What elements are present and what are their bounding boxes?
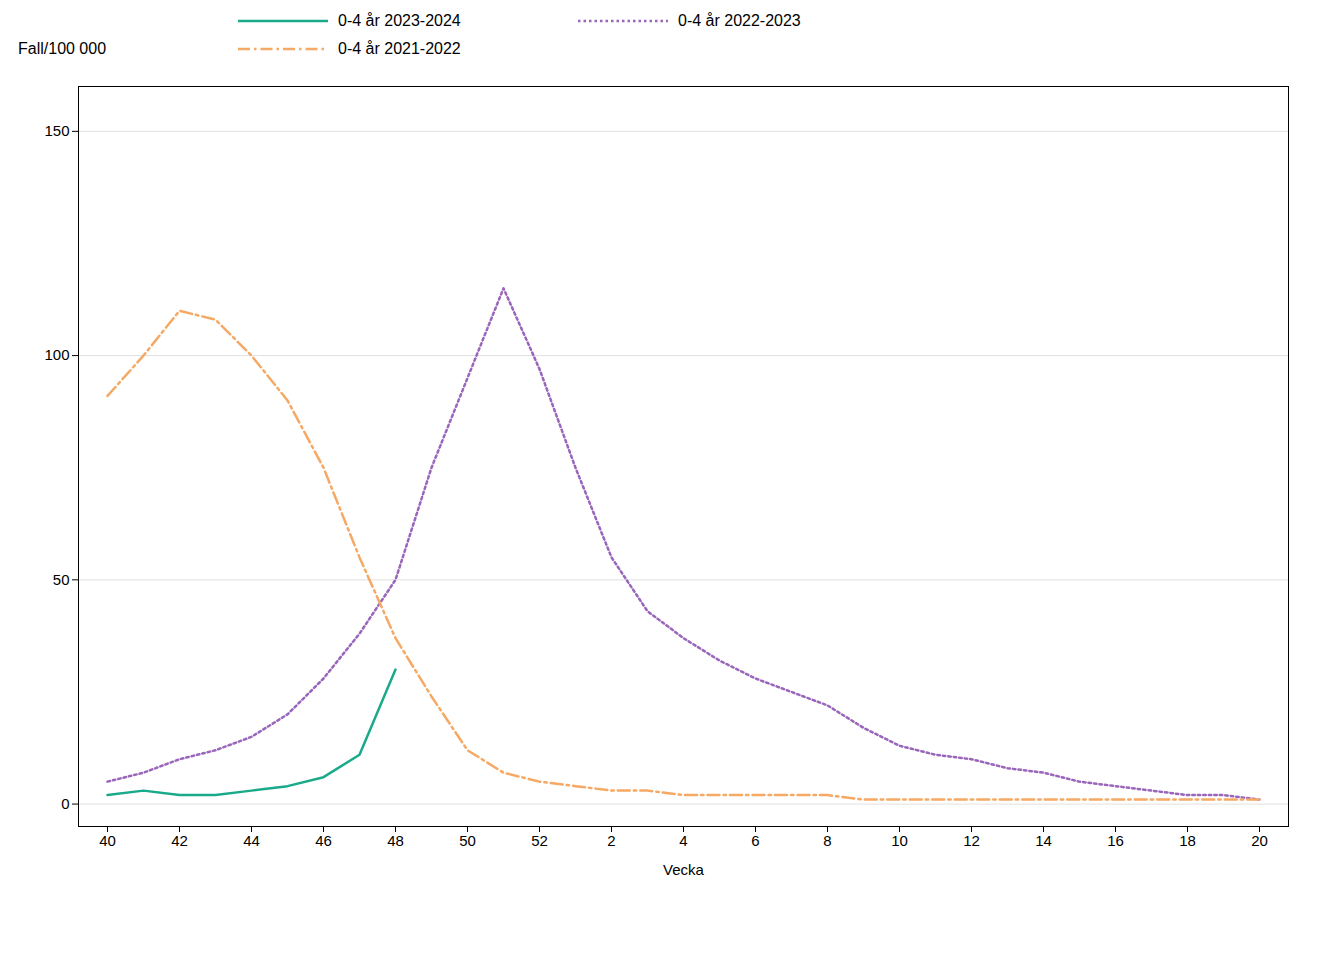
svg-text:100: 100 xyxy=(44,346,69,363)
svg-text:2: 2 xyxy=(607,832,615,849)
html-text:0-4 år 2022-2023: 0-4 år 2022-2023 xyxy=(678,12,801,29)
svg-text:4: 4 xyxy=(679,832,687,849)
svg-text:Vecka: Vecka xyxy=(663,861,705,878)
html-text:Fall/100 000: Fall/100 000 xyxy=(18,40,107,57)
svg-text:50: 50 xyxy=(53,571,70,588)
svg-text:52: 52 xyxy=(531,832,548,849)
svg-text:50: 50 xyxy=(459,832,476,849)
svg-text:8: 8 xyxy=(823,832,831,849)
svg-text:20: 20 xyxy=(1251,832,1268,849)
svg-text:14: 14 xyxy=(1035,832,1052,849)
html-text:0-4 år 2023-2024: 0-4 år 2023-2024 xyxy=(338,12,461,29)
svg-text:46: 46 xyxy=(315,832,332,849)
svg-text:40: 40 xyxy=(99,832,116,849)
svg-text:0: 0 xyxy=(61,795,69,812)
svg-text:150: 150 xyxy=(44,122,69,139)
svg-text:42: 42 xyxy=(171,832,188,849)
svg-text:10: 10 xyxy=(891,832,908,849)
html-text:0-4 år 2021-2022: 0-4 år 2021-2022 xyxy=(338,40,461,57)
svg-text:16: 16 xyxy=(1107,832,1124,849)
svg-text:18: 18 xyxy=(1179,832,1196,849)
svg-text:48: 48 xyxy=(387,832,404,849)
svg-text:6: 6 xyxy=(751,832,759,849)
svg-text:12: 12 xyxy=(963,832,980,849)
svg-text:44: 44 xyxy=(243,832,260,849)
